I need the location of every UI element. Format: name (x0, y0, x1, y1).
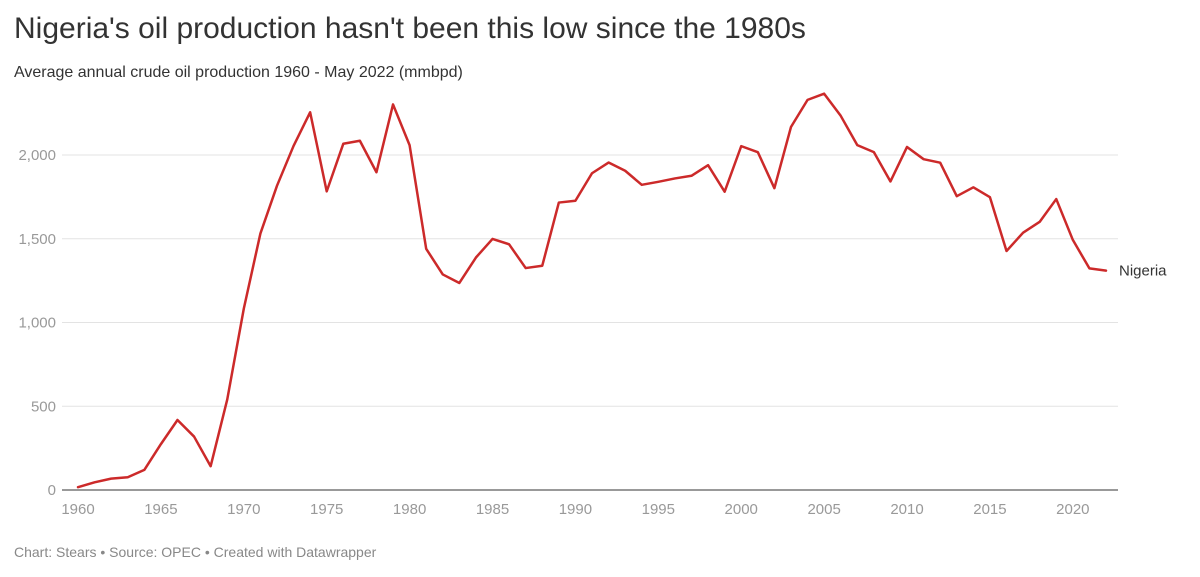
chart-footer-credit: Chart: Stears • Source: OPEC • Created w… (14, 544, 377, 560)
x-tick-label: 1995 (642, 501, 675, 518)
y-tick-label: 500 (31, 398, 56, 415)
x-tick-label: 1970 (227, 501, 260, 518)
x-tick-label: 1965 (144, 501, 177, 518)
y-tick-label: 1,000 (18, 315, 56, 332)
x-tick-label: 2020 (1056, 501, 1089, 518)
x-tick-label: 1985 (476, 501, 509, 518)
x-tick-label: 1980 (393, 501, 426, 518)
y-tick-label: 2,000 (18, 147, 56, 164)
x-axis-ticks: 1960 1965 1970 1975 1980 1985 1990 1995 2000 2005… (61, 501, 1089, 518)
x-tick-label: 2015 (973, 501, 1006, 518)
chart-subtitle: Average annual crude oil production 1960… (14, 64, 463, 81)
y-axis-ticks: 0 500 1,000 1,500 2,000 (18, 147, 56, 499)
y-tick-label: 0 (48, 482, 56, 499)
x-tick-label: 2000 (725, 501, 758, 518)
gridlines (62, 154, 1118, 407)
x-tick-label: 1990 (559, 501, 592, 518)
x-tick-label: 2005 (807, 501, 840, 518)
x-tick-label: 2010 (890, 501, 923, 518)
series-line-nigeria (76, 92, 1108, 489)
x-tick-label: 1960 (61, 501, 94, 518)
chart-title: Nigeria's oil production hasn't been thi… (14, 12, 806, 45)
x-tick-label: 1975 (310, 501, 343, 518)
y-tick-label: 1,500 (18, 231, 56, 248)
series-label-nigeria: Nigeria (1119, 263, 1167, 280)
